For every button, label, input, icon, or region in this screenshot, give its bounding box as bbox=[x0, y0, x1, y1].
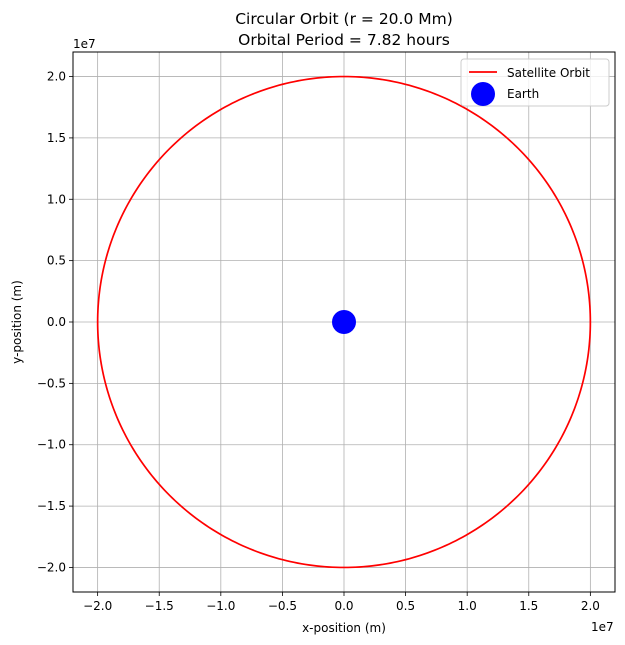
x-tick-label: 1.0 bbox=[458, 599, 477, 613]
x-tick-label: 1.5 bbox=[519, 599, 538, 613]
x-axis-label: x-position (m) bbox=[302, 621, 386, 635]
x-tick-label: −0.5 bbox=[268, 599, 297, 613]
x-tick-label: −1.5 bbox=[145, 599, 174, 613]
x-axis-offset-label: 1e7 bbox=[591, 620, 614, 634]
y-tick-label: 2.0 bbox=[47, 70, 66, 84]
legend: Satellite Orbit Earth bbox=[460, 58, 610, 107]
y-axis-label: y-position (m) bbox=[10, 280, 24, 364]
x-tick-label: −1.0 bbox=[206, 599, 235, 613]
earth-point bbox=[332, 310, 356, 334]
chart-title: Circular Orbit (r = 20.0 Mm) Orbital Per… bbox=[235, 10, 453, 49]
x-tick-label: −2.0 bbox=[83, 599, 112, 613]
legend-orbit-label: Satellite Orbit bbox=[507, 66, 590, 80]
chart-title-line-2: Orbital Period = 7.82 hours bbox=[238, 31, 450, 49]
legend-earth-label: Earth bbox=[507, 87, 539, 101]
chart-title-line-1: Circular Orbit (r = 20.0 Mm) bbox=[235, 10, 453, 28]
y-tick-label: 0.5 bbox=[47, 254, 66, 268]
satellite-orbit-line bbox=[96, 75, 592, 569]
x-axis-ticks: −2.0 −1.5 −1.0 −0.5 0.0 0.5 1.0 1.5 2.0 bbox=[83, 592, 600, 613]
y-tick-label: 0.0 bbox=[47, 315, 66, 329]
x-tick-label: 2.0 bbox=[581, 599, 600, 613]
y-tick-label: 1.5 bbox=[47, 131, 66, 145]
legend-earth-marker bbox=[471, 82, 495, 106]
y-axis-ticks: −2.0 −1.5 −1.0 −0.5 0.0 0.5 1.0 1.5 2.0 bbox=[37, 70, 73, 574]
plot-content bbox=[96, 75, 592, 569]
x-tick-label: 0.5 bbox=[396, 599, 415, 613]
y-tick-label: −1.5 bbox=[37, 499, 66, 513]
y-axis-offset-label: 1e7 bbox=[73, 37, 96, 51]
legend-box bbox=[460, 58, 610, 107]
y-tick-label: −0.5 bbox=[37, 376, 66, 390]
y-tick-label: 1.0 bbox=[47, 192, 66, 206]
y-tick-label: −2.0 bbox=[37, 560, 66, 574]
y-tick-label: −1.0 bbox=[37, 438, 66, 452]
x-tick-label: 0.0 bbox=[334, 599, 353, 613]
